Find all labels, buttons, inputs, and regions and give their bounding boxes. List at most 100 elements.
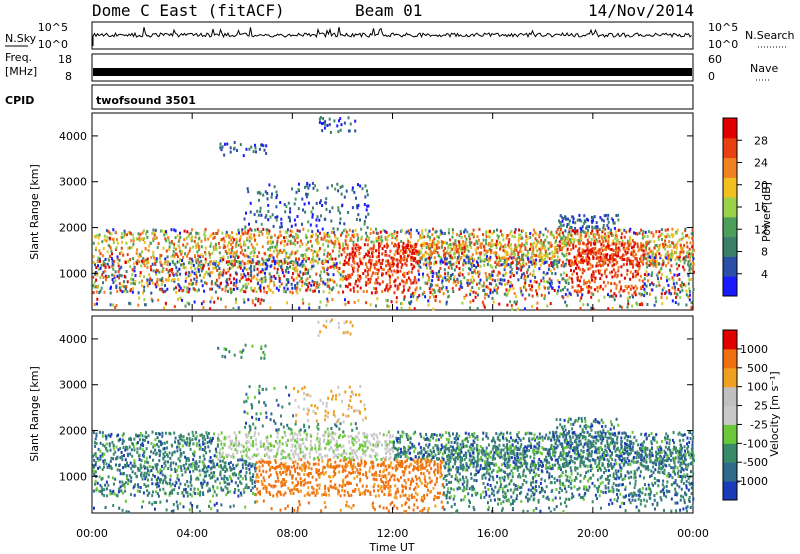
echo-cell [583,282,585,286]
echo-cell [572,240,575,244]
echo-cell [157,445,160,449]
echo-cell [687,250,690,254]
echo-cell [449,238,451,242]
echo-cell [217,437,219,441]
echo-cell [428,443,431,447]
echo-cell [607,263,610,267]
echo-cell [405,450,408,454]
echo-cell [289,261,292,265]
echo-cell [332,449,335,453]
echo-cell [101,273,104,277]
echo-cell [144,435,147,439]
echo-cell [618,280,621,284]
echo-cell [405,432,408,436]
echo-cell [480,242,483,246]
echo-cell [330,438,333,442]
echo-cell [162,447,165,451]
echo-cell [598,271,601,275]
echo-cell [590,238,593,241]
echo-cell [595,221,598,225]
echo-cell [646,259,649,263]
echo-cell [634,256,637,260]
freq-panel-frame [91,53,694,82]
echo-cell [595,238,598,242]
echo-cell [469,289,472,293]
echo-cell [180,250,183,254]
echo-cell [126,290,129,294]
echo-cell [393,291,396,295]
echo-cell [323,252,326,256]
echo-cell [309,443,312,447]
echo-cell [609,248,612,251]
echo-cell [162,456,165,460]
echo-cell [162,280,165,284]
echo-cell [278,279,281,283]
echo-cell [463,454,465,457]
echo-cell [197,288,200,292]
echo-cell [214,242,217,246]
echo-cell [94,437,97,441]
echo-cell [541,242,543,246]
echo-cell [389,281,391,285]
echo-cell [682,246,685,250]
echo-cell [270,275,273,279]
echo-cell [241,228,244,232]
echo-cell [170,228,173,232]
echo-cell [564,300,567,304]
echo-cell [452,453,455,457]
echo-cell [643,277,646,281]
echo-cell [258,147,261,151]
echo-cell [310,210,313,214]
echo-cell [577,266,580,270]
echo-cell [190,262,193,266]
echo-cell [650,274,653,277]
echo-cell [592,256,595,260]
echo-cell [288,234,291,238]
echo-cell [417,231,420,235]
echo-cell [661,302,664,306]
echo-cell [110,249,113,253]
echo-cell [437,235,440,239]
echo-cell [377,276,380,280]
echo-cell [434,443,437,447]
echo-cell [118,282,121,286]
echo-cell [280,282,283,286]
echo-cell [291,235,294,239]
echo-cell [248,235,251,239]
echo-cell [277,447,280,451]
echo-cell [408,286,411,290]
echo-cell [496,242,499,246]
echo-cell [151,430,154,434]
echo-cell [509,281,512,284]
echo-cell [495,239,498,243]
echo-cell [305,243,308,247]
echo-cell [342,244,344,248]
echo-cell [126,452,129,456]
echo-cell [435,438,438,442]
echo-cell [404,250,406,254]
echo-cell [176,273,179,277]
echo-cell [414,466,417,469]
echo-cell [218,465,221,469]
echo-cell [112,303,114,307]
echo-cell [350,465,353,469]
echo-cell [356,238,359,242]
echo-cell [378,242,380,246]
echo-cell [235,250,238,254]
echo-cell [566,249,569,253]
echo-cell [333,263,336,267]
echo-cell [343,121,346,125]
echo-cell [391,241,393,245]
echo-cell [409,278,412,282]
echo-cell [148,244,151,248]
echo-cell [106,449,109,453]
echo-cell [149,277,152,281]
echo-cell [286,242,289,246]
echo-cell [272,240,274,244]
echo-cell [295,289,298,293]
echo-cell [590,275,593,279]
echo-cell [468,237,471,241]
echo-cell [401,462,404,466]
echo-cell [266,284,269,288]
echo-cell [557,289,560,293]
